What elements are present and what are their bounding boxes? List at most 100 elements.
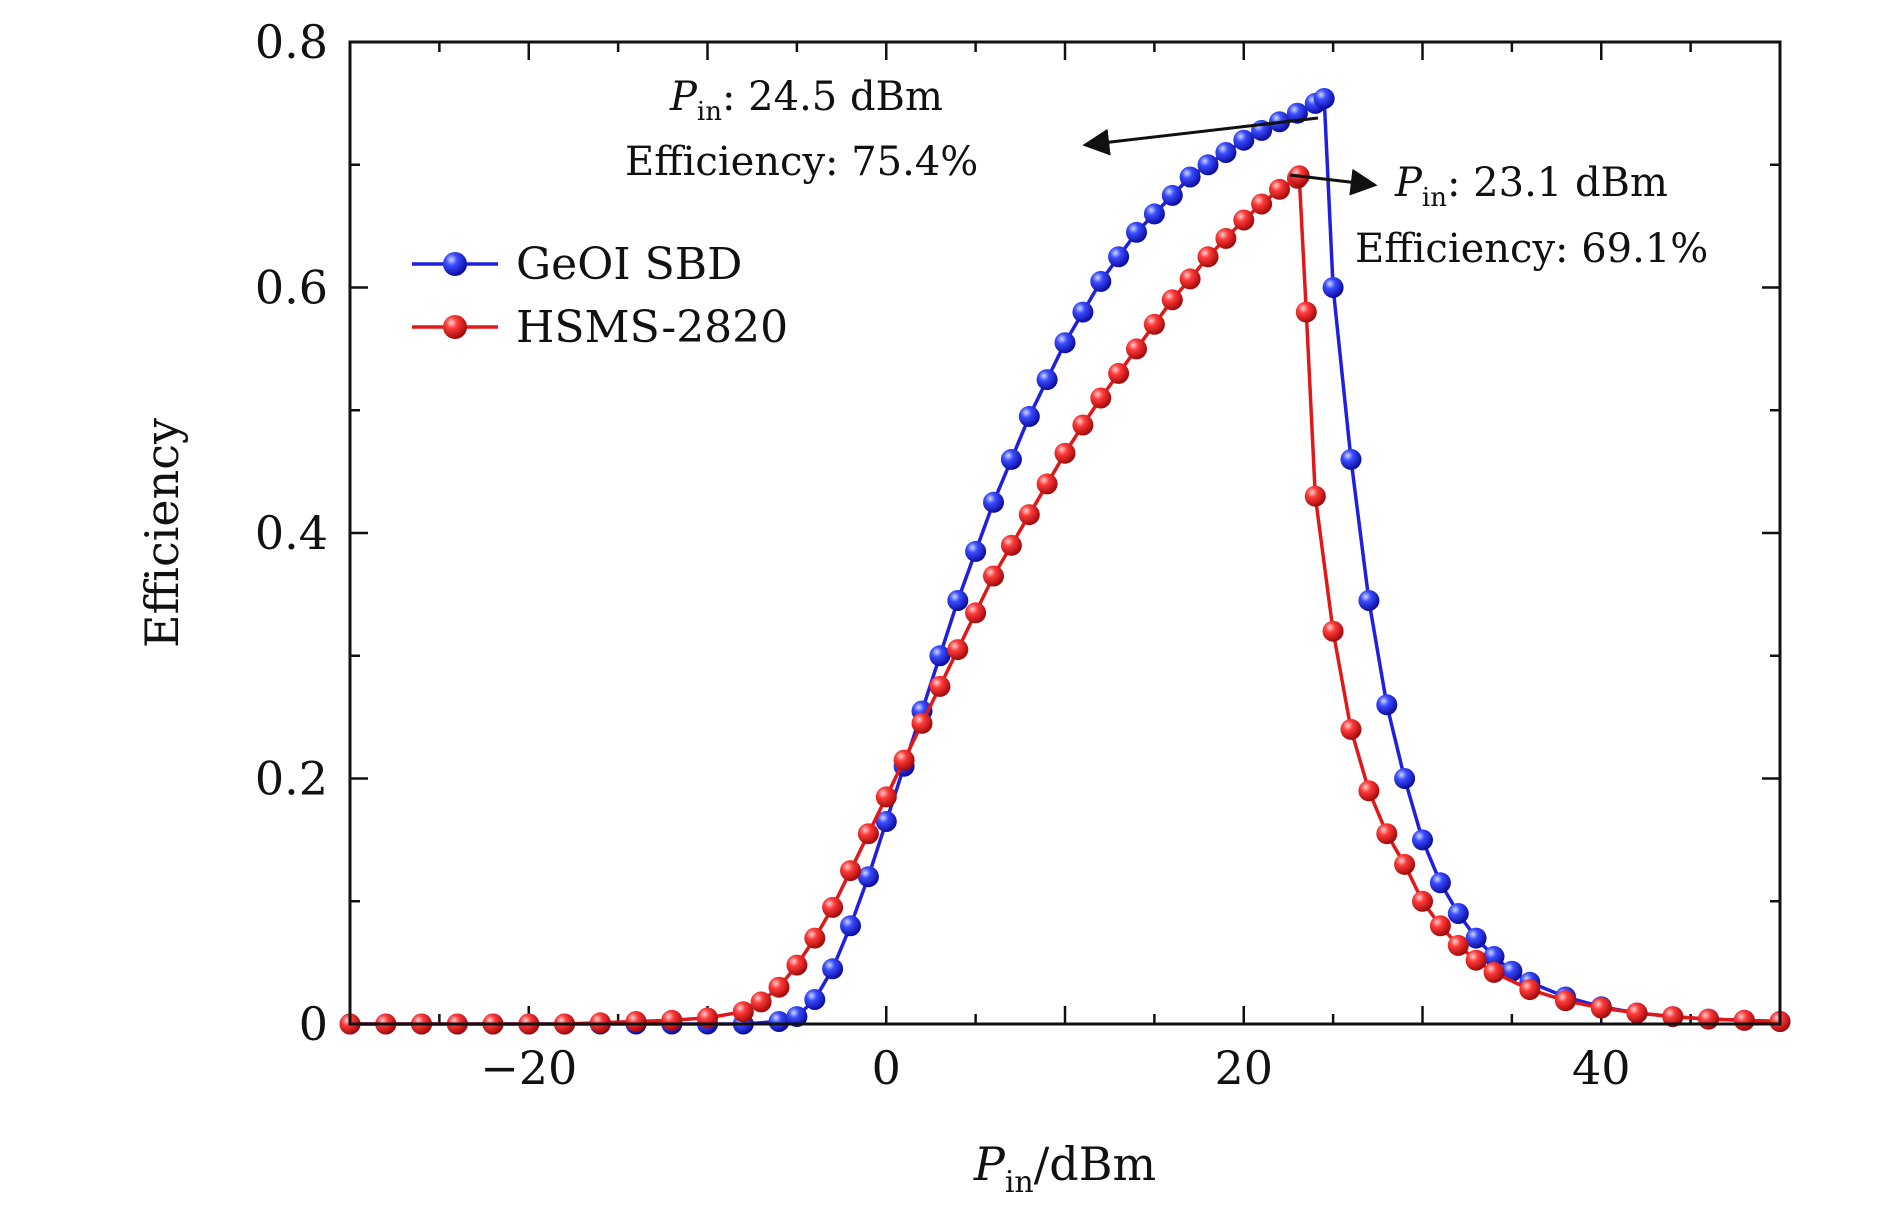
data-point bbox=[1376, 694, 1398, 716]
annotation-geoi-efficiency: Efficiency: 75.4% bbox=[625, 139, 978, 185]
data-point bbox=[1215, 227, 1237, 249]
data-point bbox=[1429, 872, 1451, 894]
data-point bbox=[1197, 246, 1219, 268]
data-point bbox=[1447, 903, 1469, 924]
y-tick-label: 0.2 bbox=[255, 752, 328, 806]
data-point bbox=[893, 749, 915, 771]
x-axis-title-var: P bbox=[973, 1137, 1006, 1191]
y-tick-label: 0.4 bbox=[255, 506, 328, 560]
data-point bbox=[1340, 448, 1362, 470]
data-point bbox=[983, 491, 1004, 513]
data-point bbox=[857, 866, 879, 888]
data-series bbox=[339, 88, 1791, 1035]
legend-label-geoi: GeOI SBD bbox=[516, 239, 742, 290]
data-point bbox=[1313, 88, 1335, 109]
data-point bbox=[1108, 246, 1130, 268]
data-point bbox=[1447, 934, 1469, 956]
data-point bbox=[768, 1011, 790, 1032]
data-point bbox=[1143, 203, 1165, 225]
data-point bbox=[875, 786, 897, 808]
data-point bbox=[1483, 961, 1505, 983]
data-point bbox=[1054, 442, 1076, 464]
data-point bbox=[1179, 166, 1201, 188]
legend-label-hsms: HSMS-2820 bbox=[516, 302, 788, 353]
data-point bbox=[786, 954, 808, 976]
data-point bbox=[1126, 338, 1147, 360]
annotation-geoi: Pin: 24.5 dBm Efficiency: 75.4% bbox=[625, 74, 1319, 185]
data-point bbox=[1465, 927, 1487, 949]
annotation-hsms-pin-var: P bbox=[1394, 160, 1423, 206]
annotation-geoi-pin: Pin: 24.5 dBm bbox=[669, 74, 943, 127]
series-line bbox=[350, 174, 1781, 1026]
data-point bbox=[965, 540, 987, 562]
data-point bbox=[1233, 209, 1255, 231]
data-point bbox=[947, 639, 969, 661]
data-point bbox=[1090, 270, 1112, 292]
data-point bbox=[1304, 485, 1326, 507]
series-hsms-2820 bbox=[339, 165, 1791, 1035]
data-point bbox=[1179, 268, 1201, 290]
data-point bbox=[1161, 184, 1183, 206]
data-point bbox=[1295, 301, 1317, 323]
data-point bbox=[983, 565, 1004, 587]
y-tick-label: 0.6 bbox=[255, 261, 328, 315]
x-axis-title-sub: in bbox=[1005, 1165, 1034, 1200]
data-point bbox=[1000, 448, 1022, 470]
data-point bbox=[1412, 829, 1433, 851]
data-point bbox=[1251, 193, 1273, 215]
annotation-hsms-arrow bbox=[1289, 168, 1378, 196]
data-point bbox=[1429, 915, 1451, 937]
legend-entry-geoi: GeOI SBD bbox=[412, 239, 742, 290]
data-point bbox=[929, 675, 951, 697]
data-point bbox=[1465, 949, 1487, 971]
data-point bbox=[822, 958, 844, 980]
data-point bbox=[1090, 387, 1112, 409]
data-point bbox=[1483, 946, 1505, 967]
data-point bbox=[1394, 853, 1416, 875]
data-point bbox=[1072, 414, 1094, 436]
x-tick-label: 20 bbox=[1214, 1041, 1273, 1095]
data-point bbox=[1197, 154, 1219, 176]
data-point bbox=[750, 991, 772, 1013]
data-point bbox=[965, 602, 987, 624]
annotation-geoi-pin-var: P bbox=[669, 74, 698, 120]
axis-ticks bbox=[348, 40, 1782, 1026]
x-axis-title: Pin/dBm bbox=[973, 1137, 1156, 1200]
tick-labels: −20 0 20 40 0 0.2 0.4 0.6 0.8 bbox=[255, 15, 1631, 1095]
x-axis-title-unit: /dBm bbox=[1034, 1137, 1156, 1191]
data-point bbox=[1018, 405, 1040, 427]
data-point bbox=[1036, 369, 1058, 391]
data-point bbox=[661, 1009, 683, 1031]
data-point bbox=[1358, 590, 1380, 611]
legend-marker-hsms bbox=[443, 315, 467, 339]
data-point bbox=[1161, 289, 1183, 311]
data-point bbox=[875, 811, 897, 832]
data-point bbox=[732, 1001, 754, 1023]
data-point bbox=[1215, 142, 1237, 163]
x-tick-label: −20 bbox=[480, 1041, 577, 1095]
data-point bbox=[1698, 1008, 1719, 1030]
x-tick-label: 40 bbox=[1572, 1041, 1631, 1095]
data-point bbox=[840, 860, 861, 882]
data-point bbox=[804, 989, 826, 1010]
data-point bbox=[1018, 504, 1040, 526]
annotation-hsms-pin-sub: in bbox=[1422, 183, 1447, 213]
legend: GeOI SBD HSMS-2820 bbox=[412, 239, 788, 353]
data-point bbox=[929, 645, 951, 667]
legend-marker-geoi bbox=[443, 252, 467, 276]
data-point bbox=[857, 823, 879, 845]
y-tick-label: 0 bbox=[299, 997, 328, 1051]
annotation-hsms: Pin: 23.1 dBm Efficiency: 69.1% bbox=[1289, 160, 1708, 272]
plot-frame bbox=[348, 40, 1782, 1026]
data-point bbox=[1412, 890, 1433, 912]
annotation-hsms-efficiency: Efficiency: 69.1% bbox=[1355, 226, 1708, 272]
data-point bbox=[1233, 129, 1255, 151]
annotation-geoi-arrow bbox=[1082, 116, 1319, 156]
data-point bbox=[1358, 780, 1380, 802]
data-point bbox=[625, 1011, 647, 1032]
data-point bbox=[1590, 997, 1612, 1019]
data-point bbox=[1322, 620, 1344, 642]
data-point bbox=[1036, 473, 1058, 495]
annotation-geoi-pin-value: : 24.5 dBm bbox=[722, 74, 943, 120]
